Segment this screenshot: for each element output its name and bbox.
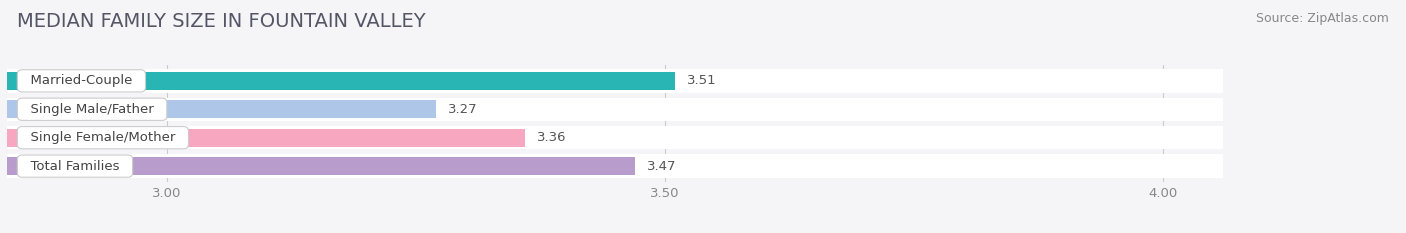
Bar xyxy=(7,126,1223,149)
Text: Single Female/Mother: Single Female/Mother xyxy=(22,131,184,144)
Bar xyxy=(7,154,1223,178)
Text: Total Families: Total Families xyxy=(22,160,128,173)
Text: MEDIAN FAMILY SIZE IN FOUNTAIN VALLEY: MEDIAN FAMILY SIZE IN FOUNTAIN VALLEY xyxy=(17,12,426,31)
Bar xyxy=(7,157,636,175)
Text: 3.51: 3.51 xyxy=(688,74,717,87)
Bar xyxy=(7,69,1223,93)
Text: 3.47: 3.47 xyxy=(647,160,676,173)
Text: Source: ZipAtlas.com: Source: ZipAtlas.com xyxy=(1256,12,1389,25)
Text: Married-Couple: Married-Couple xyxy=(22,74,141,87)
Bar xyxy=(7,98,1223,121)
Text: 3.36: 3.36 xyxy=(537,131,567,144)
Bar xyxy=(7,129,526,147)
Bar xyxy=(7,72,675,90)
Text: 3.27: 3.27 xyxy=(447,103,477,116)
Bar xyxy=(7,100,436,118)
Text: Single Male/Father: Single Male/Father xyxy=(22,103,162,116)
